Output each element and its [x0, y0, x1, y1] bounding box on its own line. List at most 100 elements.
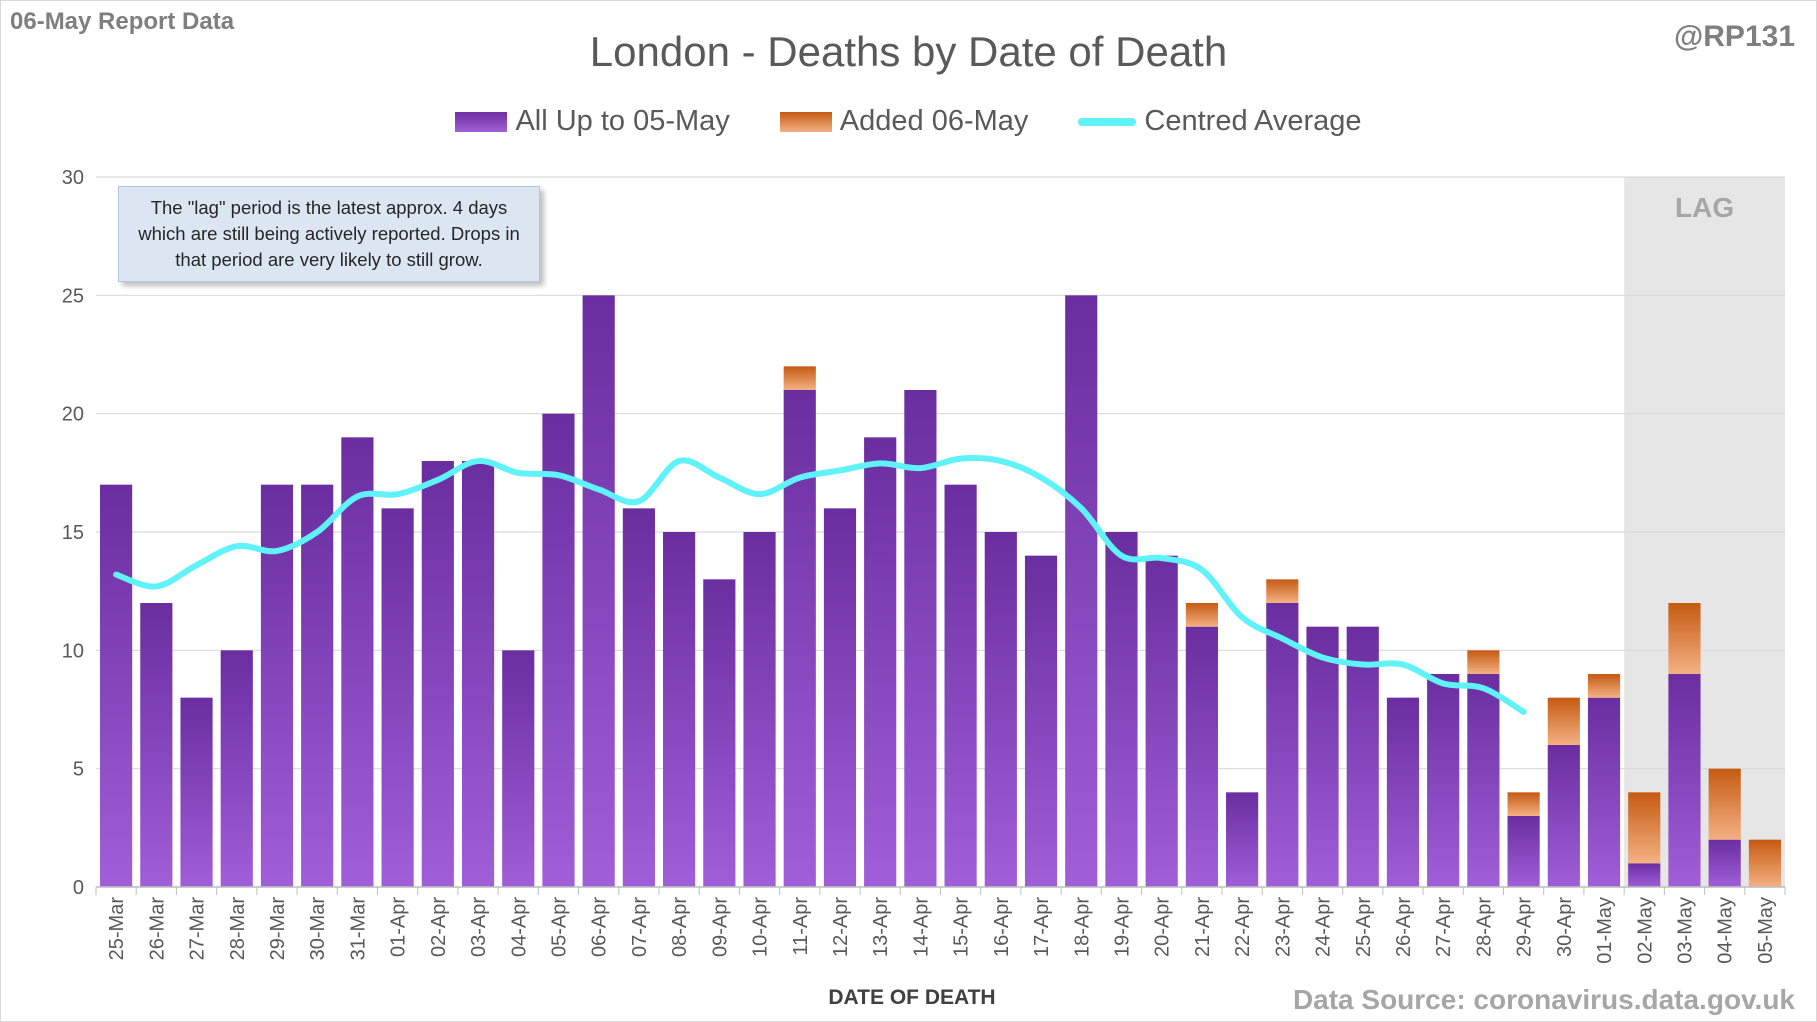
x-tick-label: 01-May: [1594, 897, 1616, 964]
author-handle: @RP131: [1674, 20, 1795, 53]
y-tick-label: 25: [62, 285, 84, 307]
x-tick-label: 31-Mar: [347, 897, 369, 961]
lag-label: LAG: [1675, 192, 1734, 223]
bar-added: [1507, 792, 1540, 816]
bar-added: [1467, 650, 1500, 674]
report-date-tag: 06-May Report Data: [10, 8, 235, 35]
x-tick-label: 29-Apr: [1514, 897, 1536, 957]
x-tick-label: 07-Apr: [629, 897, 651, 957]
bar-all: [1105, 532, 1138, 887]
x-tick-label: 26-Mar: [146, 897, 168, 961]
x-tick-label: 15-Apr: [951, 897, 973, 957]
bar-all: [904, 390, 937, 887]
legend-swatch-purple: [455, 111, 508, 132]
legend-swatch-orange: [779, 111, 832, 132]
bar-added: [1708, 768, 1741, 840]
x-tick-label: 09-Apr: [709, 897, 731, 957]
bar-added: [1547, 697, 1580, 745]
bar-all: [864, 437, 897, 887]
bar-all: [1145, 555, 1178, 887]
x-tick-label: 14-Apr: [910, 897, 932, 957]
bar-all: [1628, 863, 1661, 887]
x-tick-label: 08-Apr: [669, 897, 691, 957]
centred-average-line: [113, 455, 1527, 715]
data-source: Data Source: coronavirus.data.gov.uk: [1292, 984, 1795, 1015]
legend-swatch-line: [1078, 117, 1137, 126]
legend-item-average: Centred Average: [1078, 105, 1362, 138]
x-tick-label: 04-Apr: [508, 897, 530, 957]
chart-title: London - Deaths by Date of Death: [589, 28, 1228, 75]
bar-all: [1547, 745, 1580, 887]
x-tick-label: 28-Apr: [1473, 897, 1495, 957]
bar-all: [1306, 626, 1339, 887]
bar-all: [663, 532, 696, 887]
x-tick-label: 22-Apr: [1232, 897, 1254, 957]
x-tick-label: 23-Apr: [1272, 897, 1294, 957]
x-tick-label: 06-Apr: [589, 897, 611, 957]
chart-legend: All Up to 05-May Added 06-May Centred Av…: [0, 105, 1817, 138]
x-tick-label: 01-Apr: [388, 897, 410, 957]
y-tick-label: 15: [62, 522, 84, 544]
bar-all: [582, 295, 615, 887]
bar-all: [1386, 697, 1420, 887]
x-tick-label: 17-Apr: [1031, 897, 1053, 957]
x-tick-label: 05-Apr: [548, 897, 570, 957]
legend-label-all: All Up to 05-May: [515, 105, 730, 137]
x-tick-label: 27-Mar: [187, 897, 209, 961]
bar-all: [1467, 674, 1500, 887]
x-tick-label: 19-Apr: [1111, 897, 1133, 957]
x-tick-label: 30-Mar: [307, 897, 329, 961]
x-tick-label: 03-Apr: [468, 897, 490, 957]
bar-all: [381, 508, 414, 887]
legend-label-added: Added 06-May: [839, 105, 1029, 137]
x-tick-label: 30-Apr: [1554, 897, 1576, 957]
bar-all: [180, 697, 213, 887]
bar-added: [1628, 792, 1661, 864]
bar-all: [1668, 674, 1701, 887]
bar-all: [461, 461, 495, 887]
bar-all: [1024, 555, 1058, 887]
y-tick-label: 10: [62, 640, 84, 662]
y-tick-label: 0: [73, 877, 84, 899]
x-tick-label: 29-Mar: [267, 897, 289, 961]
bar-added: [1668, 603, 1701, 674]
x-tick-label: 02-May: [1634, 897, 1656, 964]
bar-all: [1266, 603, 1299, 887]
bar-all: [502, 650, 535, 887]
bar-added: [1748, 839, 1781, 887]
bar-all: [743, 532, 776, 887]
bar-added: [1266, 579, 1299, 603]
bar-all: [301, 484, 334, 887]
bar-added: [1185, 603, 1218, 627]
x-tick-label: 28-Mar: [227, 897, 249, 961]
x-tick-label: 05-May: [1755, 897, 1777, 964]
x-tick-label: 24-Apr: [1313, 897, 1335, 957]
bar-all: [220, 650, 253, 887]
bar-all: [1226, 792, 1259, 887]
x-tick-label: 27-Apr: [1433, 897, 1455, 957]
bar-all: [823, 508, 857, 887]
bar-all: [1587, 697, 1621, 887]
y-tick-label: 30: [62, 167, 84, 189]
bar-all: [421, 461, 454, 887]
legend-label-average: Centred Average: [1144, 105, 1362, 137]
bar-all: [1065, 295, 1098, 887]
x-tick-label: 10-Apr: [750, 897, 772, 957]
x-tick-label: 02-Apr: [428, 897, 450, 957]
x-tick-label: 16-Apr: [991, 897, 1013, 957]
y-tick-label: 5: [73, 759, 84, 781]
x-tick-label: 13-Apr: [870, 897, 892, 957]
x-tick-label: 03-May: [1674, 897, 1696, 964]
bar-all: [1708, 839, 1741, 887]
bar-all: [1427, 674, 1460, 887]
bar-all: [703, 579, 736, 887]
legend-item-all: All Up to 05-May: [455, 105, 730, 138]
x-tick-label: 26-Apr: [1393, 897, 1415, 957]
bar-all: [944, 484, 977, 887]
y-tick-label: 20: [62, 404, 84, 426]
bar-added: [1587, 674, 1621, 698]
x-axis-title: DATE OF DEATH: [828, 986, 995, 1009]
bar-all: [542, 413, 575, 887]
lag-note: The "lag" period is the latest approx. 4…: [118, 186, 540, 282]
